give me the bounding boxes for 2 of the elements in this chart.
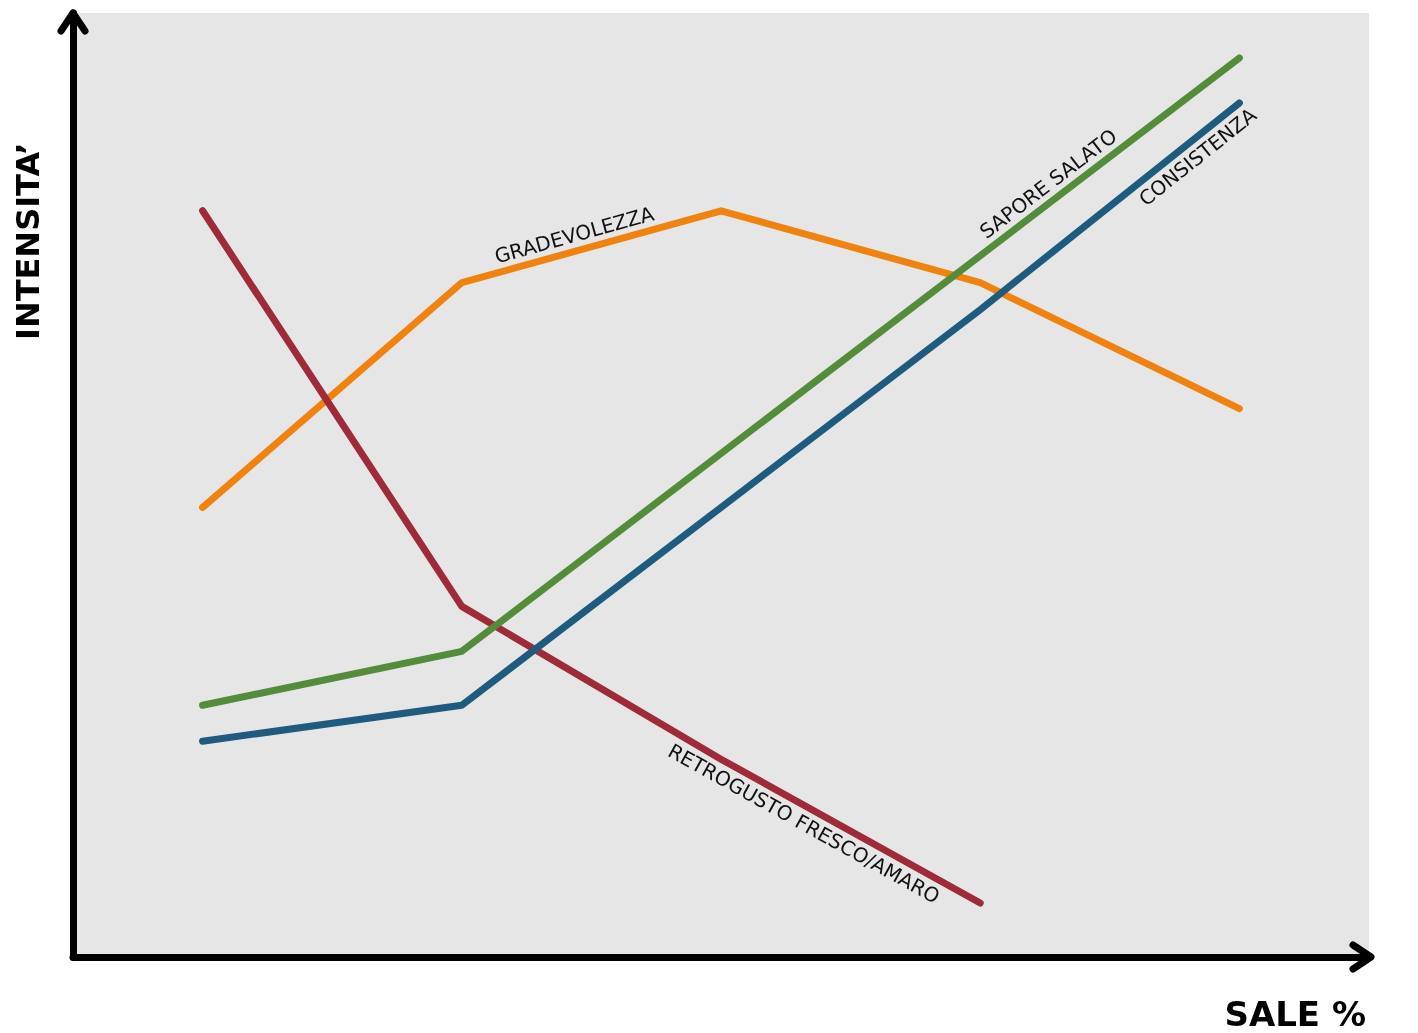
x-axis-title: SALE % — [1224, 994, 1367, 1033]
y-axis-title: INTENSITA’ — [9, 142, 47, 340]
